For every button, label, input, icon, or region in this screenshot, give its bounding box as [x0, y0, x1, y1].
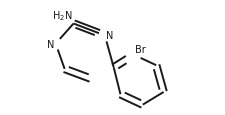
Text: Br: Br [134, 45, 145, 55]
Text: $\mathregular{H_2N}$: $\mathregular{H_2N}$ [52, 9, 72, 23]
Text: N: N [105, 31, 113, 41]
Text: N: N [47, 39, 54, 49]
